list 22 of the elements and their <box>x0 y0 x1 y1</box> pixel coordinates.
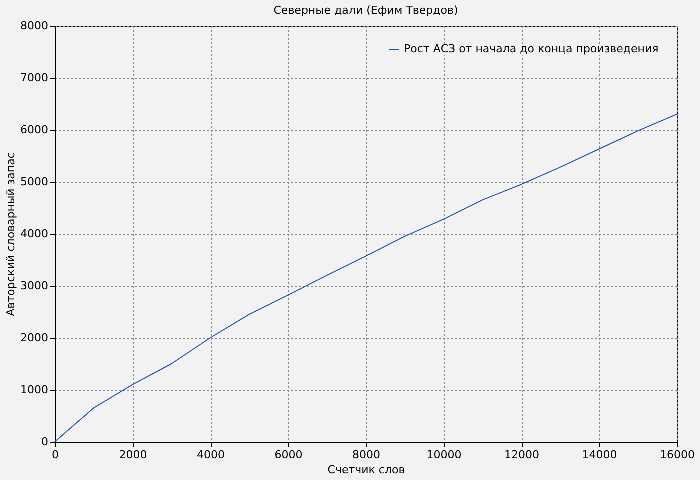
y-tick-label: 2000 <box>20 332 48 344</box>
y-tick-label: 3000 <box>20 280 48 292</box>
y-tick-label: 0 <box>42 436 48 448</box>
x-tick-label: 12000 <box>504 448 540 462</box>
x-tick-label: 0 <box>52 448 59 462</box>
y-tick-label: 1000 <box>20 384 48 396</box>
x-tick-label: 8000 <box>352 448 380 462</box>
x-tick-label: 4000 <box>197 448 225 462</box>
y-tick-label: 7000 <box>20 72 48 84</box>
x-tick-label: 6000 <box>274 448 303 462</box>
y-tick-label: 5000 <box>20 176 48 188</box>
y-axis-title: Авторский словарный запас <box>4 152 18 316</box>
y-tick-label: 8000 <box>20 20 48 32</box>
x-tick-label: 16000 <box>660 448 695 462</box>
x-tick-label: 14000 <box>582 448 618 462</box>
x-tick-label: 2000 <box>119 448 148 462</box>
y-tick-label: 4000 <box>20 228 48 240</box>
x-axis-title: Счетчик слов <box>328 464 406 476</box>
y-tick-label: 6000 <box>20 124 48 136</box>
x-tick-label: 10000 <box>426 448 462 462</box>
chart-title: Северные дали (Ефим Твердов) <box>274 4 458 17</box>
legend-label: Рост АСЗ от начала до конца произведения <box>404 42 659 56</box>
